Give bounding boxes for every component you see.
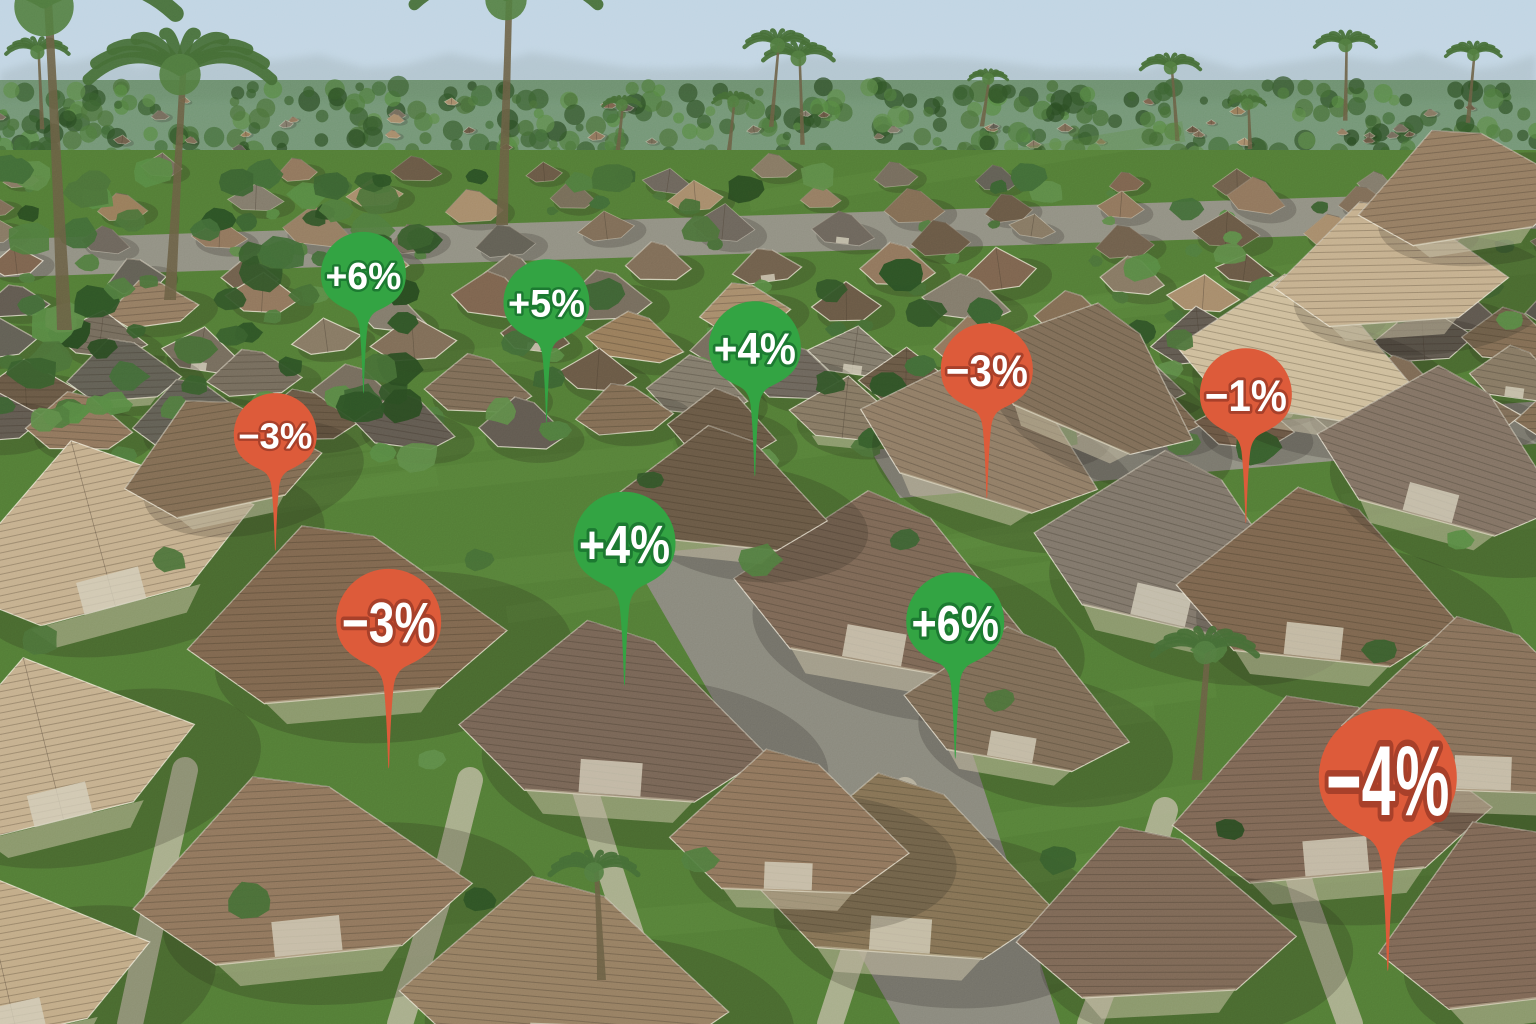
svg-text:+4%: +4% bbox=[578, 515, 669, 575]
svg-text:−3%: −3% bbox=[946, 346, 1028, 395]
svg-text:−3%: −3% bbox=[238, 417, 312, 457]
svg-text:−4%: −4% bbox=[1326, 724, 1449, 835]
svg-text:+5%: +5% bbox=[508, 282, 585, 325]
svg-text:+6%: +6% bbox=[911, 595, 999, 651]
svg-text:−1%: −1% bbox=[1205, 371, 1287, 420]
svg-text:−3%: −3% bbox=[342, 591, 436, 655]
svg-text:+6%: +6% bbox=[325, 255, 401, 297]
svg-text:+4%: +4% bbox=[714, 324, 796, 373]
